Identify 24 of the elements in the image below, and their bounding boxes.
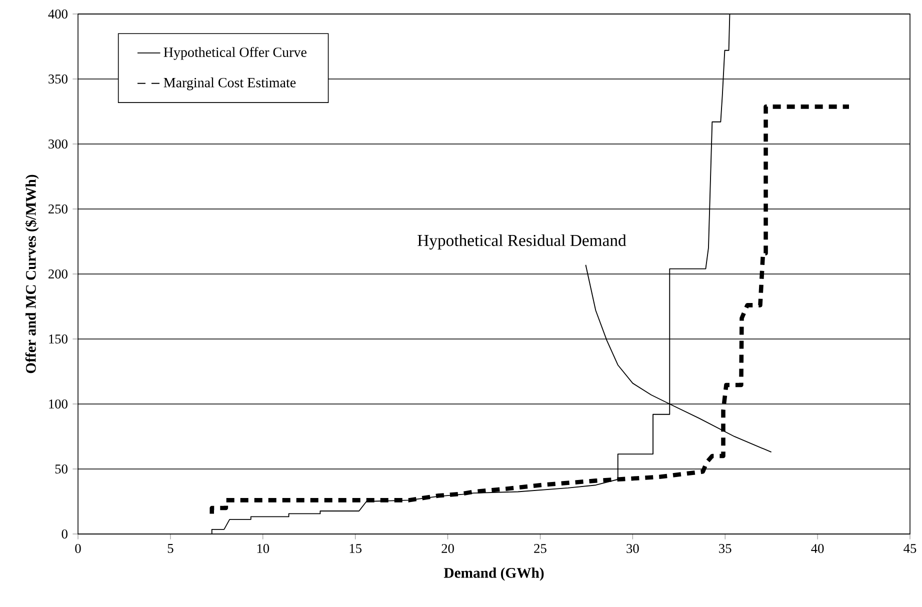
x-axis-title: Demand (GWh): [444, 568, 544, 581]
text: Hypothetical Residual Demand: [418, 234, 626, 250]
y-tick-label: 150: [49, 334, 68, 344]
x-tick-label: 45: [904, 544, 916, 553]
x-tick-label: 35: [719, 544, 732, 553]
x-tick-label: 20: [442, 544, 454, 554]
y-tick-label: 250: [48, 204, 68, 214]
x-tick-label: 40: [811, 544, 824, 554]
legend-label: Hypothetical Offer Curve: [164, 46, 306, 60]
x-tick-label: 15: [350, 544, 362, 553]
x-tick-label: 10: [257, 544, 270, 554]
y-tick-label: 100: [49, 399, 68, 408]
x-tick-label: 30: [626, 544, 639, 554]
y-tick-label: 350: [48, 74, 68, 84]
x-tick-label: 0: [75, 544, 81, 554]
x-tick-label: 5: [168, 544, 174, 553]
y-tick-label: 0: [62, 529, 68, 538]
y-tick-label: 400: [48, 10, 68, 18]
y-tick-label: 300: [48, 140, 68, 148]
y-tick-label: 50: [55, 464, 68, 474]
y-tick-label: 200: [48, 269, 68, 278]
legend-label: Marginal Cost Estimate: [164, 78, 296, 90]
x-tick-label: 25: [534, 544, 546, 553]
y-axis-title: Offer and MC Curves ($/MWh): [25, 174, 39, 374]
